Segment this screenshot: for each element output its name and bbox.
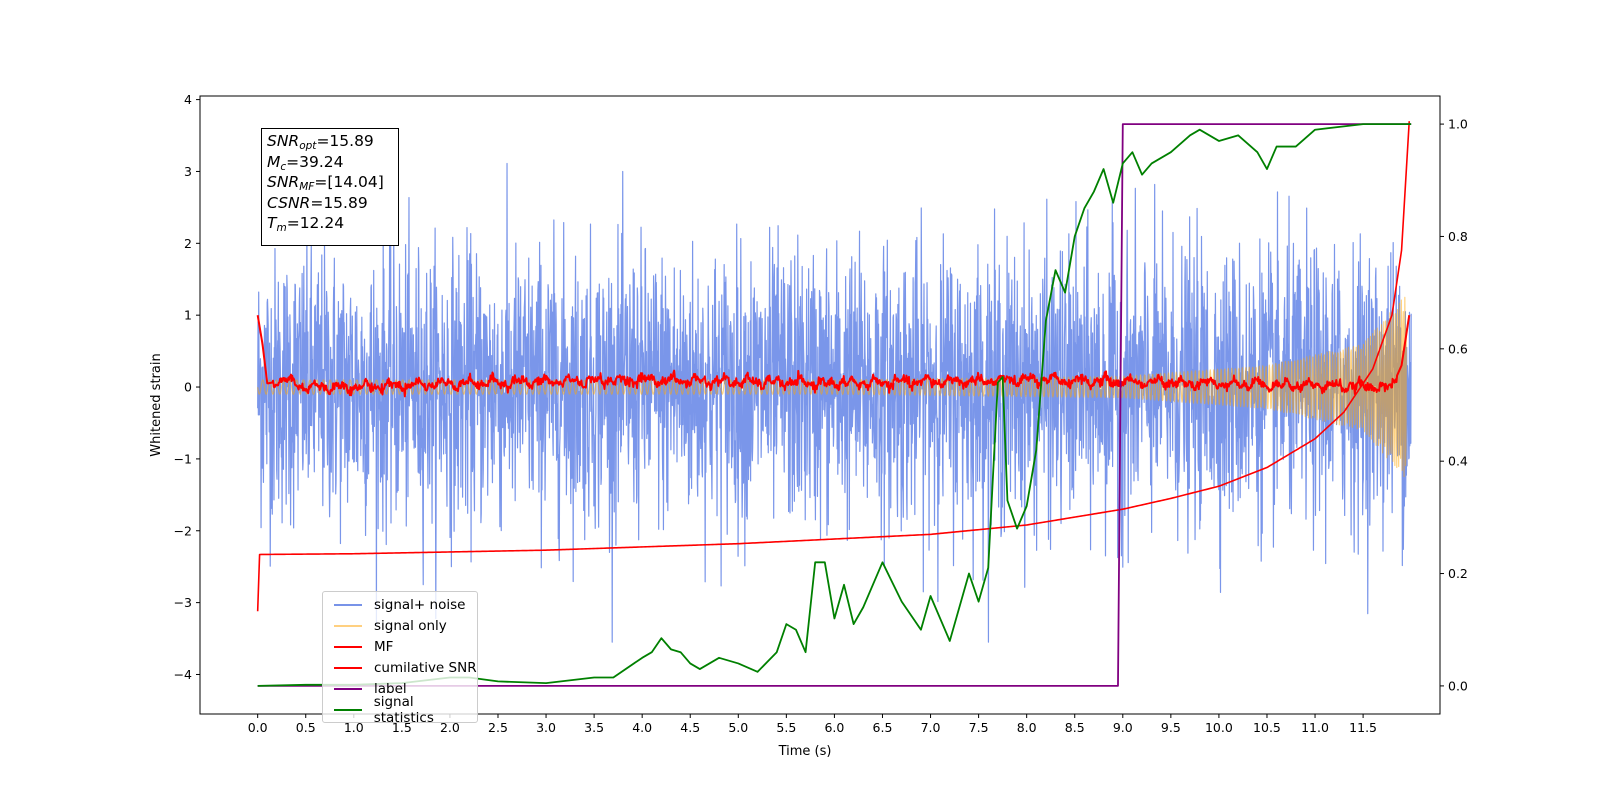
legend-item: MF bbox=[323, 637, 477, 658]
series-cumulative-snr bbox=[256, 121, 1411, 612]
legend-swatch bbox=[334, 667, 362, 670]
x-tick-label: 4.5 bbox=[680, 720, 700, 735]
y-tick-label: −3 bbox=[174, 595, 192, 610]
y-axis-label: Whitened strain bbox=[149, 353, 164, 456]
csnr-value: =15.89 bbox=[310, 193, 368, 212]
y-tick-label: −1 bbox=[174, 451, 192, 466]
x-tick-label: 2.5 bbox=[488, 720, 508, 735]
x-tick-label: 5.5 bbox=[776, 720, 796, 735]
x-tick-label: 11.0 bbox=[1301, 720, 1329, 735]
snr-mf-line: SNRMF=[14.04] bbox=[267, 173, 384, 193]
x-tick-label: 0.0 bbox=[248, 720, 268, 735]
y2-tick-label: 1.0 bbox=[1448, 117, 1468, 132]
legend-item: signal only bbox=[323, 616, 477, 637]
x-tick-label: 10.0 bbox=[1205, 720, 1233, 735]
legend-item: label bbox=[323, 679, 477, 700]
data-layer bbox=[256, 121, 1412, 687]
x-tick-label: 3.5 bbox=[584, 720, 604, 735]
snr-opt-line: SNRopt=15.89 bbox=[267, 132, 374, 152]
series-label bbox=[257, 123, 1412, 687]
y2-tick-label: 0.8 bbox=[1448, 229, 1468, 244]
x-tick-label: 3.0 bbox=[536, 720, 556, 735]
x-tick-label: 0.5 bbox=[296, 720, 316, 735]
snr-mf-value: =[14.04] bbox=[314, 173, 384, 191]
x-tick-label: 10.5 bbox=[1253, 720, 1281, 735]
y2-tick-label: 0.0 bbox=[1448, 678, 1468, 693]
snr-opt-value: =15.89 bbox=[316, 132, 374, 150]
legend-swatch bbox=[334, 708, 362, 711]
x-tick-label: 6.0 bbox=[824, 720, 844, 735]
x-tick-label: 5.0 bbox=[728, 720, 748, 735]
y-tick-label: −4 bbox=[174, 667, 192, 682]
series-signal-only bbox=[257, 296, 1407, 478]
tm-line: Tm=12.24 bbox=[267, 214, 345, 234]
x-tick-label: 8.5 bbox=[1065, 720, 1085, 735]
x-tick-label: 8.0 bbox=[1017, 720, 1037, 735]
x-tick-label: 7.0 bbox=[921, 720, 941, 735]
x-tick-label: 11.5 bbox=[1349, 720, 1377, 735]
y-tick-label: 0 bbox=[184, 380, 192, 395]
y-tick-label: 2 bbox=[184, 236, 192, 251]
x-tick-label: 9.5 bbox=[1161, 720, 1181, 735]
legend-swatch bbox=[334, 625, 362, 628]
x-axis-label: Time (s) bbox=[778, 744, 832, 759]
legend-item: signal+ noise bbox=[323, 595, 477, 616]
y2-tick-label: 0.4 bbox=[1448, 454, 1468, 469]
y2-tick-label: 0.2 bbox=[1448, 566, 1468, 581]
y-tick-label: 4 bbox=[184, 92, 192, 107]
y-tick-label: 1 bbox=[184, 308, 192, 323]
x-tick-label: 7.5 bbox=[969, 720, 989, 735]
x-tick-label: 1.0 bbox=[344, 720, 364, 735]
axes-ticks: 0.0 0.5 1.0 1.5 2.0 2.5 3.0 3.5 4.0 4.5 5.0 5.5 6.0 6… bbox=[174, 92, 1468, 735]
series-mf bbox=[256, 315, 1411, 398]
legend-label: signal+ noise bbox=[374, 597, 466, 614]
x-tick-label: 2.0 bbox=[440, 720, 460, 735]
y-tick-label: −2 bbox=[174, 523, 192, 538]
y2-tick-label: 0.6 bbox=[1448, 341, 1468, 356]
legend-item: signal statistics bbox=[323, 694, 477, 726]
legend-label: MF bbox=[374, 639, 394, 656]
csnr-line: CSNR=15.89 bbox=[267, 193, 368, 212]
x-tick-label: 1.5 bbox=[392, 720, 412, 735]
mc-line: Mc=39.24 bbox=[267, 152, 344, 173]
legend-label: signal only bbox=[374, 618, 447, 635]
legend-swatch bbox=[334, 604, 362, 607]
legend-label: signal statistics bbox=[373, 693, 434, 726]
x-tick-label: 9.0 bbox=[1113, 720, 1133, 735]
legend-swatch bbox=[334, 646, 362, 649]
tm-value: =12.24 bbox=[286, 214, 345, 232]
series-signal-plus-noise bbox=[257, 162, 1412, 643]
y-tick-label: 3 bbox=[184, 164, 192, 179]
mc-value: =39.24 bbox=[286, 152, 344, 171]
plot-frame bbox=[199, 95, 1441, 715]
legend-swatch bbox=[334, 688, 362, 690]
x-tick-label: 6.5 bbox=[873, 720, 893, 735]
legend-label: label bbox=[374, 681, 407, 697]
legend: signal+ noise signal only MF cumilative … bbox=[322, 591, 478, 726]
x-tick-label: 4.0 bbox=[632, 720, 652, 735]
series-signal-statistics bbox=[257, 123, 1412, 687]
legend-label: cumilative SNR bbox=[374, 660, 477, 677]
parameters-annotation: SNRopt=15.89 Mc=39.24 SNRMF=[14.04] CSNR… bbox=[261, 128, 399, 246]
legend-item: cumilative SNR bbox=[323, 658, 477, 679]
